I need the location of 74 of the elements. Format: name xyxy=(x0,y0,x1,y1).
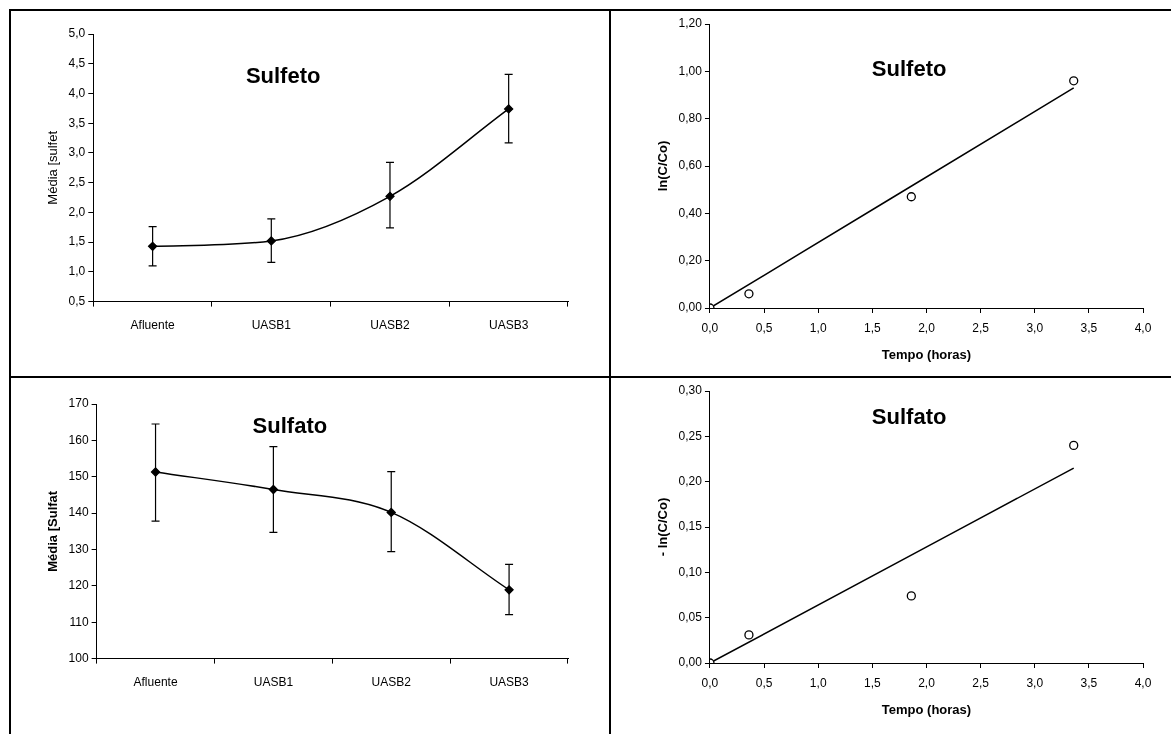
chart-title: Sulfato xyxy=(252,412,328,438)
y-tick-label: 140 xyxy=(68,505,89,520)
y-tick-label: 4,0 xyxy=(68,85,86,100)
x-tick-label: 4,0 xyxy=(1134,675,1152,690)
y-tick-label: 2,0 xyxy=(68,204,86,219)
point xyxy=(1069,76,1079,86)
y-tick-label: 1,20 xyxy=(678,16,703,31)
x-axis-title: Tempo (horas) xyxy=(881,346,972,362)
y-tick-label: 100 xyxy=(68,650,89,665)
x-tick-label: 0,0 xyxy=(701,675,719,690)
y-tick-label: 5,0 xyxy=(68,26,86,41)
point xyxy=(1069,440,1079,451)
x-tick-label: 3,0 xyxy=(1026,320,1044,335)
y-tick-label: 0,05 xyxy=(678,609,703,624)
x-tick-label: 2,0 xyxy=(918,675,936,690)
y-tick-label: 3,5 xyxy=(68,115,86,130)
x-tick-label: 1,0 xyxy=(809,320,827,335)
x-tick-label: 3,5 xyxy=(1080,675,1098,690)
y-tick-label: 0,15 xyxy=(678,519,703,534)
x-tick-label: Afluente xyxy=(130,318,175,333)
y-axis-title: Média [Sulfat xyxy=(45,490,61,572)
y-tick-label: 0,30 xyxy=(678,383,703,398)
text: Sulfato xyxy=(871,404,947,430)
x-tick-label: 0,0 xyxy=(701,320,719,335)
y-tick-label: 160 xyxy=(68,432,89,447)
y-tick-label: 0,60 xyxy=(678,158,703,173)
x-tick-label: UASB3 xyxy=(489,675,530,690)
x-tick-label: 1,5 xyxy=(864,320,882,335)
y-tick-label: 130 xyxy=(68,541,89,556)
y-tick-label: 1,0 xyxy=(68,264,86,279)
x-tick-label: 3,5 xyxy=(1080,320,1098,335)
x-tick-label: 2,5 xyxy=(972,320,990,335)
y-tick-label: 1,5 xyxy=(68,234,86,249)
y-tick-label: 0,00 xyxy=(678,300,703,315)
x-tick-label: 2,0 xyxy=(918,320,936,335)
y-tick-label: 150 xyxy=(68,469,89,484)
y-axis-title: ln(C/Co) xyxy=(655,140,671,192)
y-tick-label: 0,40 xyxy=(678,205,703,220)
point xyxy=(906,192,916,202)
y-tick-label: 110 xyxy=(69,614,89,629)
y-tick-label: 0,80 xyxy=(678,110,703,125)
y-tick-label: 0,00 xyxy=(678,655,703,670)
y-tick-label: 0,20 xyxy=(678,252,703,267)
y-tick-label: 0,5 xyxy=(68,293,86,308)
y-tick-label: 3,0 xyxy=(68,145,86,160)
y-tick-label: 4,5 xyxy=(68,56,86,71)
y-tick-label: 0,25 xyxy=(678,428,703,443)
x-tick-label: 2,5 xyxy=(972,675,990,690)
y-tick-label: 120 xyxy=(68,578,89,593)
y-tick-label: 0,20 xyxy=(678,473,703,488)
x-tick-label: UASB3 xyxy=(488,318,529,333)
y-tick-label: 0,10 xyxy=(678,564,703,579)
y-tick-label: 170 xyxy=(68,396,89,411)
y-tick-label: 1,00 xyxy=(678,63,703,78)
x-tick-label: 1,0 xyxy=(809,675,827,690)
point xyxy=(744,630,754,640)
point xyxy=(906,591,916,601)
x-tick-label: UASB2 xyxy=(370,318,410,333)
point xyxy=(744,289,754,299)
x-tick-label: UASB2 xyxy=(371,675,412,690)
x-tick-label: 1,5 xyxy=(864,675,882,690)
x-tick-label: 3,0 xyxy=(1026,675,1044,690)
x-tick-label: UASB1 xyxy=(251,318,292,333)
x-tick-label: UASB1 xyxy=(253,675,294,690)
x-tick-label: 0,5 xyxy=(755,320,773,335)
text: Sulfeto xyxy=(871,55,947,81)
x-axis-title: Tempo (horas) xyxy=(881,701,972,717)
x-tick-label: 0,5 xyxy=(755,675,773,690)
y-axis-title: - ln(C/Co) xyxy=(655,497,671,557)
y-tick-label: 2,5 xyxy=(68,174,86,189)
x-tick-label: 4,0 xyxy=(1134,320,1152,335)
y-axis-title: Média [sulfet xyxy=(45,130,61,205)
text: Sulfeto xyxy=(245,62,321,88)
x-tick-label: Afluente xyxy=(133,675,178,690)
